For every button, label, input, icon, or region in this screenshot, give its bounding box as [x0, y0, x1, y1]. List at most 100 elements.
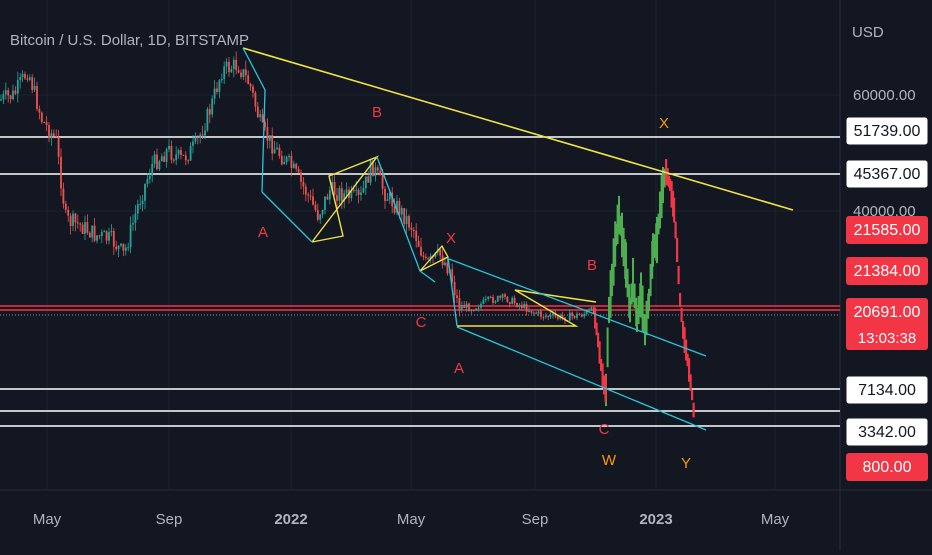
projection-candle-down: [594, 307, 597, 329]
candle-body: [544, 315, 547, 318]
price-label: 800.00: [863, 459, 912, 476]
projection-candle-up: [663, 168, 666, 188]
candle-body: [434, 252, 437, 258]
projection-candle-down: [670, 181, 673, 208]
candle-body: [446, 262, 449, 274]
y-tick-label: 40000.00: [853, 203, 916, 220]
candle-body: [328, 190, 331, 200]
projection-candle-up: [622, 227, 625, 267]
projection-candle-down: [666, 168, 669, 186]
candle-body: [540, 311, 542, 317]
candle-body: [302, 181, 305, 187]
candle-body: [21, 74, 24, 78]
candle-body: [568, 312, 571, 321]
candle-body: [220, 78, 223, 81]
candle-body: [79, 223, 82, 225]
projection-candle-up: [618, 195, 620, 235]
candle-body: [160, 156, 163, 162]
price-label: 3342.00: [858, 424, 916, 441]
candle-body: [278, 147, 281, 156]
candle-body: [451, 269, 454, 283]
candle-body: [141, 200, 144, 204]
candle-body: [76, 222, 79, 224]
projection-candle-up: [660, 175, 663, 219]
chart-title: Bitcoin / U.S. Dollar, 1D, BITSTAMP: [10, 32, 249, 49]
candle-body: [312, 196, 314, 205]
wedge-pattern: [457, 289, 597, 327]
candle-body: [350, 189, 353, 198]
candle-body: [57, 136, 60, 157]
candle-body: [357, 189, 360, 195]
candle-body: [297, 168, 300, 173]
candle-body: [460, 304, 463, 310]
candle-body: [501, 294, 504, 298]
wave-label: C: [599, 421, 610, 438]
candle-body: [494, 301, 497, 303]
candle-body: [484, 298, 487, 300]
candle-body: [48, 124, 50, 139]
candle-body: [280, 155, 283, 165]
candle-body: [369, 160, 372, 183]
candle-body: [304, 186, 307, 195]
candle-body: [532, 312, 535, 314]
candle-body: [583, 313, 586, 317]
candle-body: [139, 203, 142, 205]
candle-body: [52, 133, 55, 136]
candle-body: [28, 77, 31, 80]
candle-body: [415, 230, 418, 241]
candle-body: [384, 188, 386, 201]
candle-body: [463, 304, 466, 308]
candle-body: [576, 313, 578, 318]
projection-candle-down: [686, 353, 689, 367]
candle-body: [588, 310, 590, 312]
x-tick-label: Sep: [522, 511, 549, 528]
countdown-label: 13:03:38: [858, 330, 916, 347]
projection-candle-down: [692, 402, 695, 418]
price-label: 21384.00: [854, 263, 921, 280]
candle-body: [36, 86, 38, 110]
candle-body: [69, 215, 72, 226]
candle-body: [439, 249, 442, 256]
projection-candle-up: [630, 283, 633, 305]
candle-body: [345, 189, 348, 194]
wave-label: B: [587, 257, 597, 274]
projection-candle-up: [662, 166, 664, 204]
price-label: 21585.00: [854, 222, 921, 239]
candle-body: [333, 182, 336, 196]
candle-body: [86, 222, 89, 233]
candle-body: [513, 297, 516, 304]
candle-body: [62, 188, 65, 204]
candle-body: [374, 167, 377, 177]
candle-body: [103, 231, 106, 233]
projection-candle-up: [649, 263, 652, 297]
candle-body: [316, 209, 319, 220]
candle-body: [523, 303, 526, 309]
candle-body: [194, 137, 197, 142]
candle-body: [228, 61, 230, 73]
candle-body: [256, 106, 259, 118]
wave-label: B: [372, 104, 382, 121]
candle-body: [585, 310, 588, 314]
candle-body: [163, 156, 166, 162]
candle-body: [192, 141, 194, 146]
projection-candle-up: [648, 288, 650, 312]
candle-body: [105, 231, 108, 241]
candle-body: [177, 150, 180, 155]
candle-body: [556, 316, 559, 319]
candle-body: [343, 193, 346, 202]
candle-body: [129, 224, 132, 248]
candle-body: [148, 175, 151, 180]
candle-body: [300, 172, 302, 182]
candle-body: [456, 295, 458, 299]
candle-body: [590, 307, 593, 311]
candle-body: [40, 112, 43, 123]
candle-body: [477, 307, 480, 309]
candle-body: [112, 230, 115, 247]
projection-candle-up: [629, 297, 631, 323]
projection-candle-up: [644, 314, 646, 346]
candle-body: [2, 94, 5, 100]
wave-label: A: [454, 360, 464, 377]
price-label-box: [846, 298, 928, 350]
